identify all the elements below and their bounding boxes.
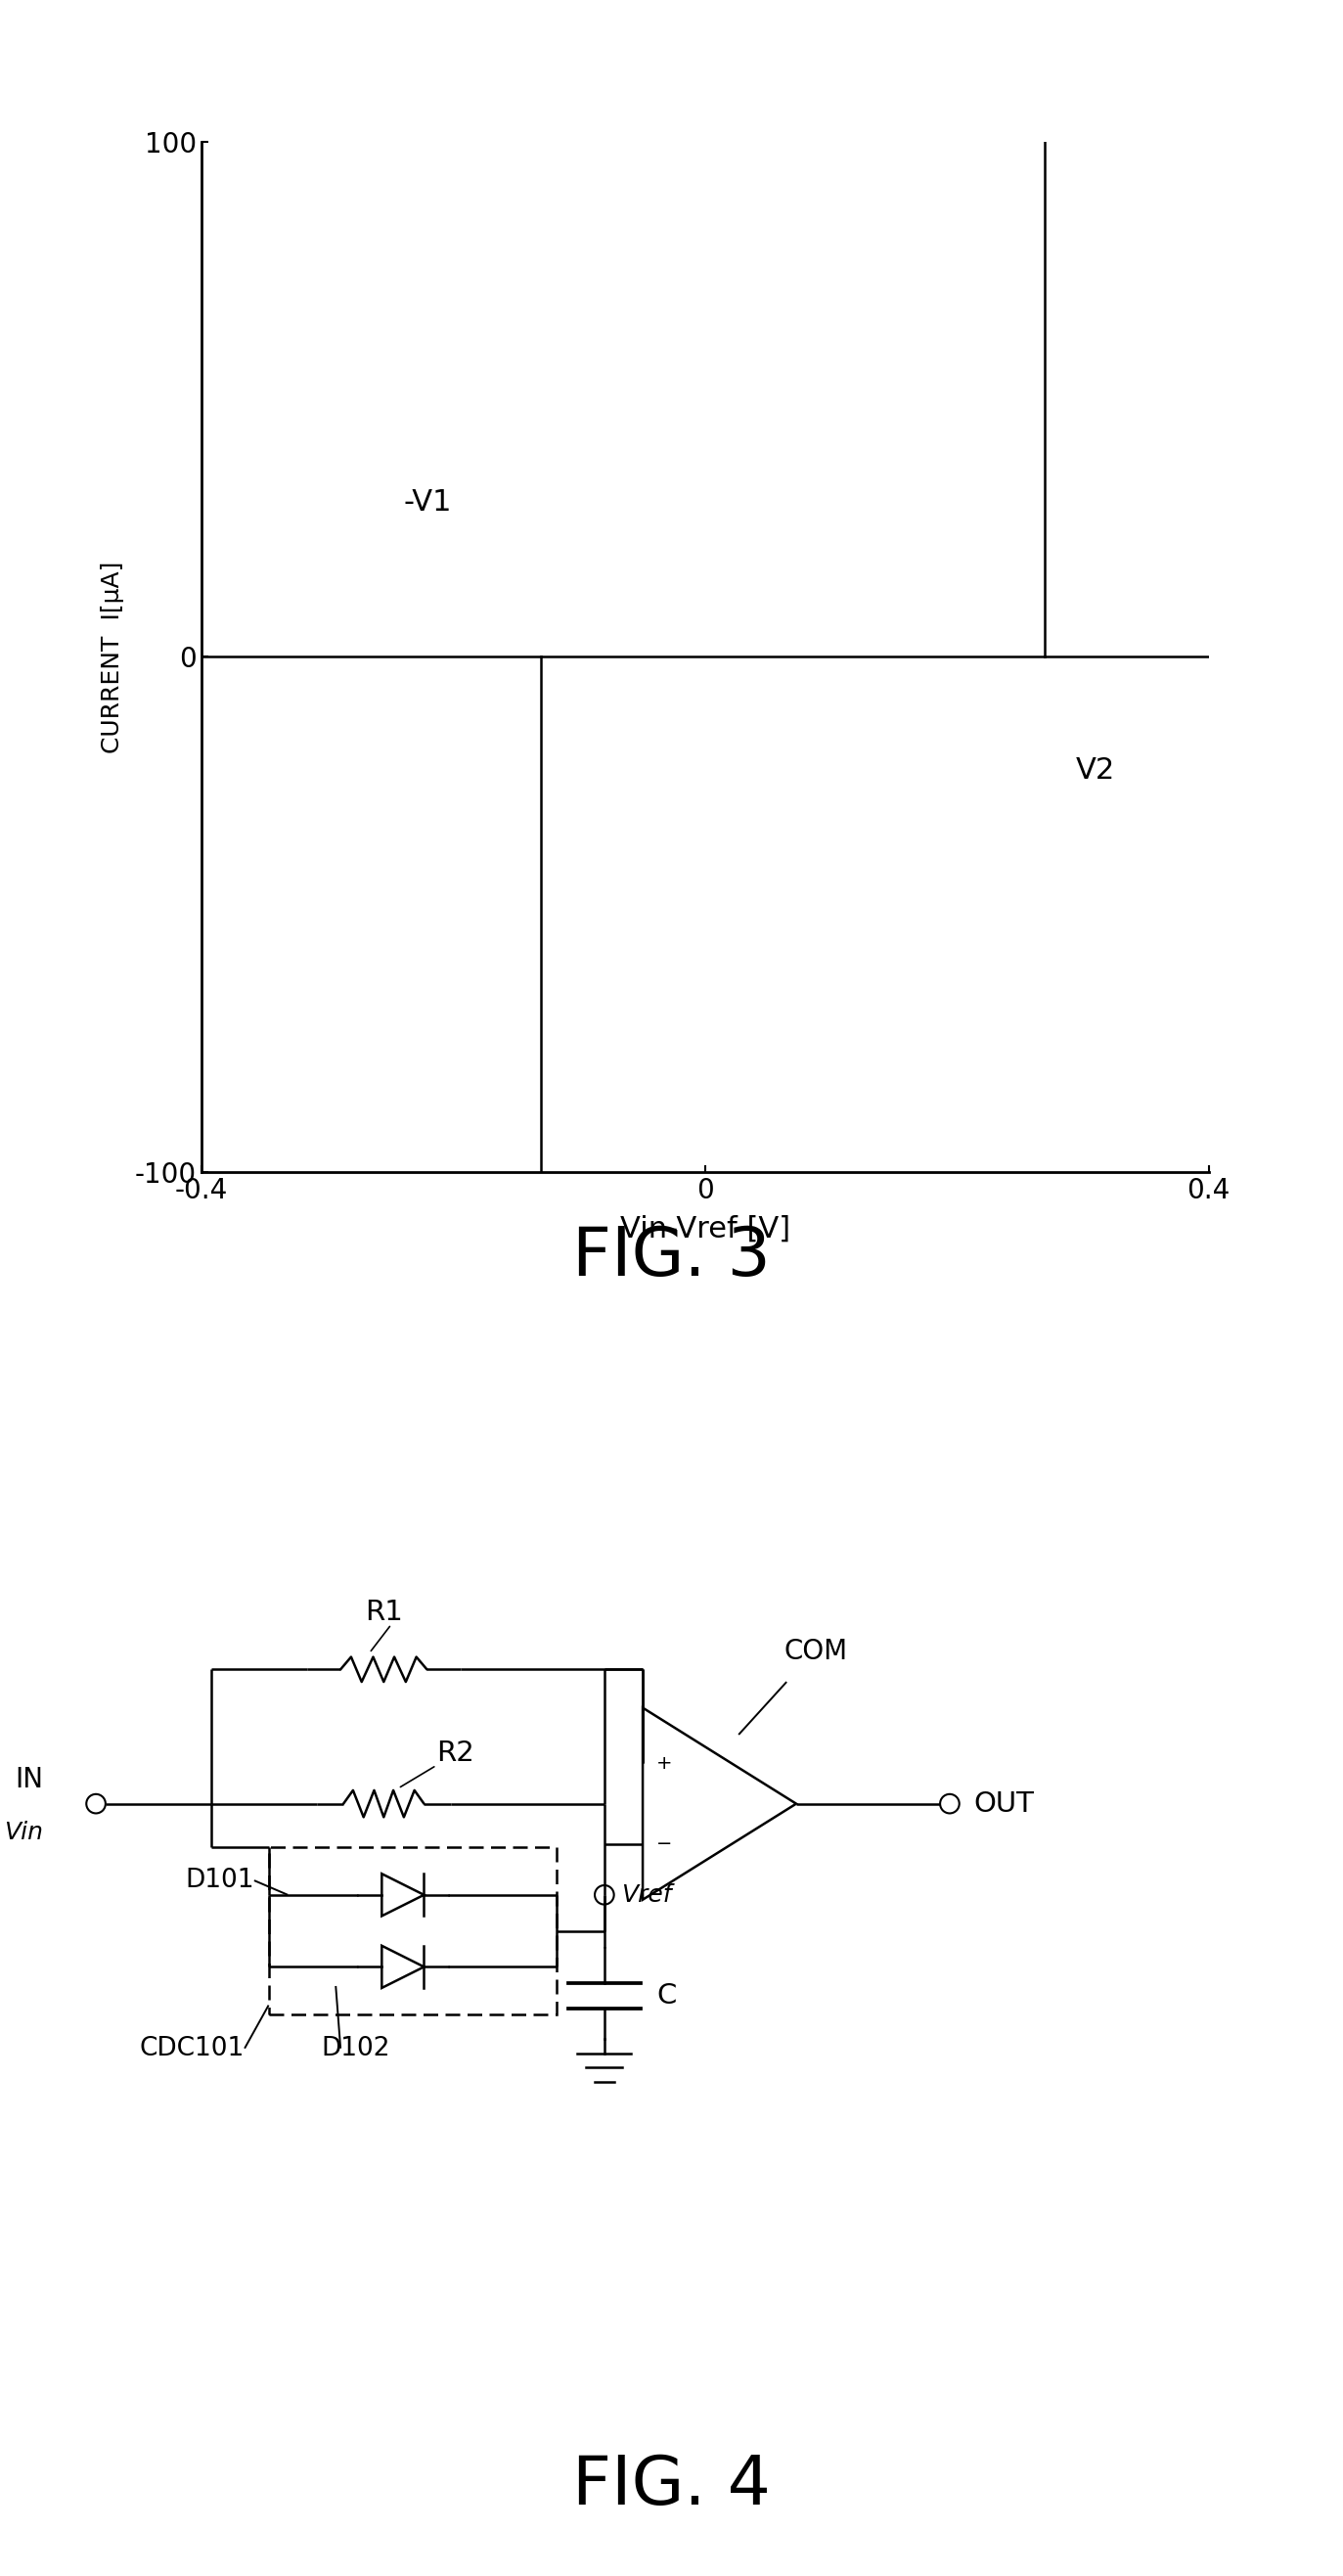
Text: D101: D101 — [185, 1868, 254, 1893]
Text: Vin: Vin — [4, 1821, 43, 1844]
Text: Vref: Vref — [622, 1883, 672, 1906]
Text: D102: D102 — [321, 2035, 391, 2061]
Text: R1: R1 — [365, 1600, 403, 1625]
Text: IN: IN — [15, 1767, 43, 1793]
Text: V2: V2 — [1076, 755, 1115, 786]
X-axis label: Vin-Vref [V]: Vin-Vref [V] — [620, 1216, 790, 1244]
Text: COM: COM — [783, 1638, 847, 1667]
Text: FIG. 4: FIG. 4 — [572, 2452, 771, 2519]
Text: -V1: -V1 — [404, 487, 453, 518]
Text: OUT: OUT — [974, 1790, 1034, 1819]
Text: FIG. 3: FIG. 3 — [572, 1224, 771, 1291]
Text: C: C — [657, 1981, 677, 2009]
Text: +: + — [655, 1754, 672, 1772]
Text: CDC101: CDC101 — [140, 2035, 244, 2061]
Y-axis label: CURRENT  I[μA]: CURRENT I[μA] — [101, 562, 124, 752]
Text: −: − — [655, 1834, 672, 1852]
Text: R2: R2 — [436, 1739, 474, 1767]
Bar — [269, 1847, 556, 2014]
